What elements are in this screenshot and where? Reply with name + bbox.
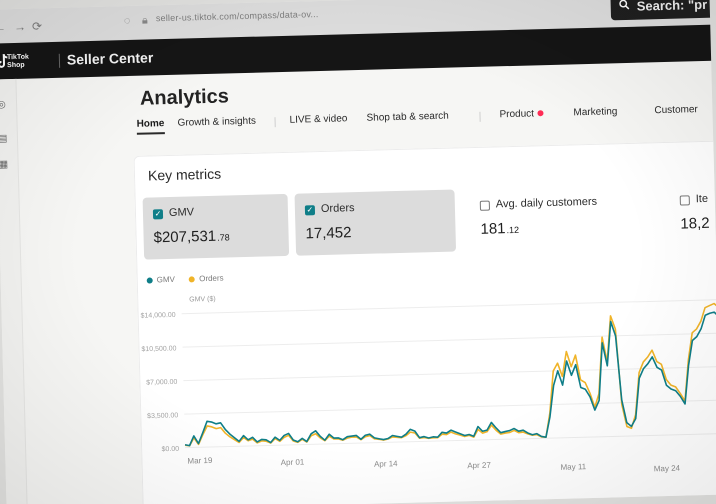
home-icon[interactable]: ◎ [0, 99, 6, 111]
x-tick-label: Apr 27 [467, 461, 491, 471]
x-tick-label: May 24 [654, 464, 681, 474]
seller-center-header: TikTok Shop Seller Center [0, 24, 716, 81]
checkbox-unchecked-icon[interactable] [679, 195, 690, 206]
metric-orders[interactable]: ✓ Orders 17,452 [294, 189, 457, 256]
back-icon[interactable]: ← [0, 20, 7, 35]
metric-value-main: 18,2 [680, 214, 710, 233]
tab-shop-search[interactable]: Shop tab & search [366, 110, 449, 124]
legend-item-gmv[interactable]: GMV [146, 274, 176, 285]
tiktok-shop-logo[interactable]: TikTok Shop [0, 51, 29, 74]
left-sidebar: ◎ ▤ ▦ [0, 78, 28, 504]
page-title: Analytics [139, 85, 230, 110]
metric-value: $207,531.78 [153, 227, 230, 247]
gmv-orders-chart: GMV ($) $14,000.00 $10,500.00 $7,000.00 $3,5… [137, 275, 716, 504]
x-tick-label: May 11 [560, 462, 586, 472]
legend-item-orders[interactable]: Orders [189, 274, 224, 284]
notification-dot-icon [537, 110, 545, 117]
x-tick-label: Mar 19 [187, 456, 213, 466]
key-metrics-card: Key metrics ✓ GMV $207,531.78 ✓ Orders 1… [133, 140, 716, 504]
chart-legend: GMV Orders [146, 274, 224, 285]
lock-icon: 🔒︎ [141, 14, 148, 27]
metric-value-main: 17,452 [305, 224, 352, 243]
series-line-orders [184, 302, 716, 447]
series-line-gmv [184, 311, 716, 447]
metric-label: GMV [168, 206, 195, 219]
metric-avg-daily-customers[interactable]: Avg. daily customers 181.12 [469, 184, 651, 251]
legend-label: Orders [199, 273, 224, 284]
y-tick-label: $7,000.00 [146, 379, 177, 387]
metric-value-small: .78 [217, 232, 230, 243]
metric-value: 18,2 [680, 215, 710, 233]
orders-icon[interactable]: ▤ [0, 133, 8, 145]
search-label: Search: "pr [636, 0, 708, 14]
line-chart: GMV ($) $14,000.00 $10,500.00 $7,000.00 $3,5… [141, 296, 716, 474]
tab-customer[interactable]: Customer [654, 104, 698, 117]
shield-icon: ◌ [123, 14, 131, 28]
y-axis-label: GMV ($) [189, 296, 216, 304]
checkbox-checked-icon[interactable]: ✓ [304, 205, 316, 216]
metric-value-main: 181 [480, 220, 506, 238]
metric-label: Avg. daily customers [495, 195, 598, 211]
legend-label: GMV [156, 274, 176, 285]
browser-toolbar: ← → ⟳ ◌ 🔒︎ seller-us.tiktok.com/compass/… [0, 0, 716, 46]
y-tick-label: $0.00 [162, 446, 180, 453]
legend-dot-icon [189, 276, 196, 283]
y-tick-label: $3,500.00 [147, 412, 178, 420]
products-icon[interactable]: ▦ [0, 159, 9, 171]
checkbox-unchecked-icon[interactable] [479, 200, 491, 211]
tab-live-video[interactable]: LIVE & video [289, 113, 348, 126]
tab-growth-insights[interactable]: Growth & insights [177, 115, 257, 129]
forward-icon[interactable]: → [13, 19, 27, 34]
metric-value-small: .12 [506, 224, 520, 236]
gridline [183, 365, 716, 382]
gridline [181, 298, 716, 315]
tab-divider [274, 117, 276, 128]
metric-label: Ite [695, 192, 709, 206]
y-tick-label: $10,500.00 [141, 345, 176, 353]
gridline [182, 332, 716, 348]
header-divider [58, 53, 61, 68]
tab-product[interactable]: Product [499, 108, 545, 121]
x-tick-label: Apr 01 [281, 458, 305, 468]
metric-gmv[interactable]: ✓ GMV $207,531.78 [142, 193, 290, 260]
x-tick-label: Apr 14 [374, 459, 398, 469]
tiktok-logo-icon [0, 53, 8, 71]
tab-home[interactable]: Home [136, 118, 165, 130]
gridline [184, 399, 716, 415]
search-icon [619, 0, 630, 10]
legend-dot-icon [146, 277, 153, 284]
tab-product-label: Product [499, 108, 535, 121]
tab-divider [479, 111, 481, 122]
address-bar[interactable]: seller-us.tiktok.com/compass/data-ov... [155, 9, 319, 24]
metric-value: 181.12 [480, 220, 519, 238]
metric-items[interactable]: Ite 18,2 [669, 182, 716, 246]
metric-value-main: $207,531 [153, 227, 217, 247]
seller-center-title: Seller Center [66, 49, 154, 68]
brand-line-2: Shop [7, 61, 25, 70]
card-title: Key metrics [147, 165, 222, 184]
metric-value: 17,452 [305, 224, 351, 242]
browser-search-box[interactable]: Search: "pr [610, 0, 716, 21]
tab-marketing[interactable]: Marketing [573, 106, 618, 119]
gridline [185, 432, 716, 449]
reload-icon[interactable]: ⟳ [31, 19, 43, 34]
metric-label: Orders [320, 202, 355, 216]
y-tick-label: $14,000.00 [141, 312, 176, 320]
checkbox-checked-icon[interactable]: ✓ [152, 209, 164, 220]
